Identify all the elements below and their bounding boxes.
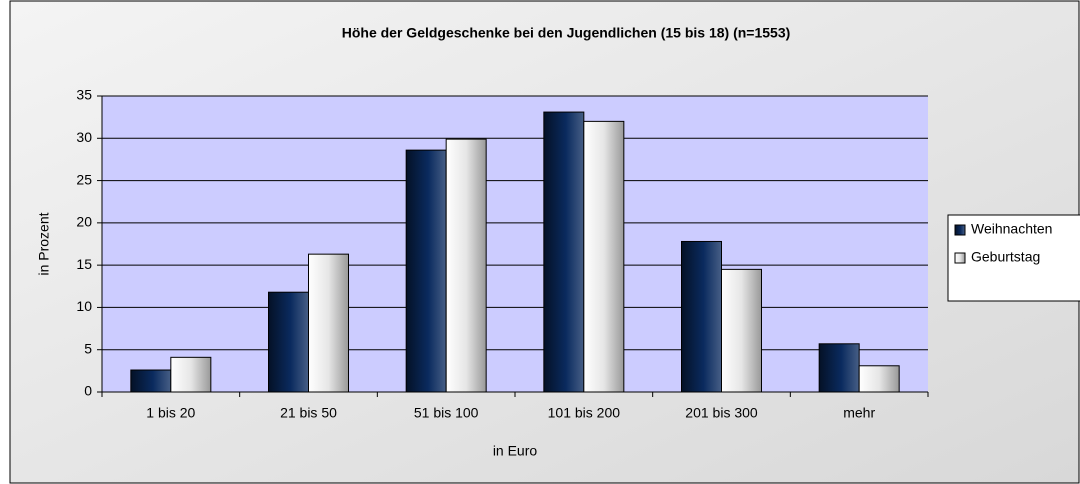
x-tick-label: 1 bis 20 <box>146 405 195 421</box>
chart-title: Höhe der Geldgeschenke bei den Jugendlic… <box>342 25 791 41</box>
bar <box>405 149 447 393</box>
bar <box>170 356 212 393</box>
y-tick-label: 35 <box>76 87 92 103</box>
y-tick-label: 30 <box>76 129 92 145</box>
x-tick-label: 101 bis 200 <box>548 405 621 421</box>
legend-swatch <box>954 252 966 264</box>
y-tick-label: 0 <box>84 383 92 399</box>
x-tick-label: mehr <box>843 405 875 421</box>
y-tick-label: 15 <box>76 256 92 272</box>
x-tick-label: 201 bis 300 <box>685 405 758 421</box>
legend-label: Geburtstag <box>971 249 1040 265</box>
x-tick-label: 21 bis 50 <box>280 405 337 421</box>
bar <box>268 291 309 393</box>
bar <box>681 240 722 393</box>
bar <box>543 111 585 393</box>
legend <box>947 214 1080 302</box>
legend-label: Weihnachten <box>971 221 1052 237</box>
y-tick-label: 20 <box>76 214 92 230</box>
y-tick-label: 5 <box>84 340 92 356</box>
plot-area <box>102 96 928 392</box>
x-axis-label: in Euro <box>493 443 538 459</box>
bar <box>583 120 625 393</box>
bar <box>308 253 349 393</box>
bar <box>818 343 860 393</box>
bar <box>858 365 900 393</box>
legend-swatch <box>954 224 966 236</box>
bar <box>130 369 172 393</box>
y-tick-label: 25 <box>76 171 92 187</box>
y-tick-label: 10 <box>76 298 92 314</box>
y-axis-label: in Prozent <box>36 212 52 275</box>
x-tick-label: 51 bis 100 <box>414 405 479 421</box>
bar <box>721 268 762 393</box>
bar <box>445 138 487 393</box>
